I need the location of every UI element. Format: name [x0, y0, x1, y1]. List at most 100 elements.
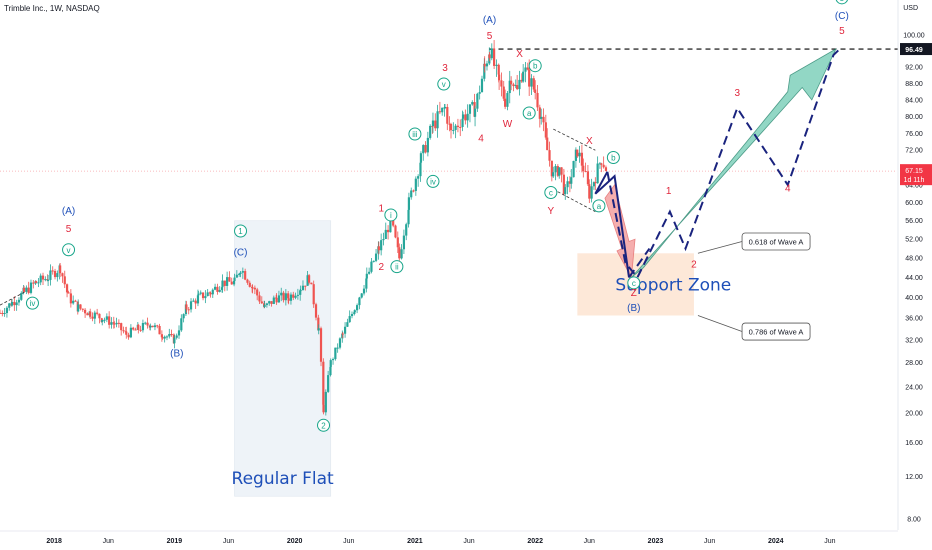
candle-body [471, 102, 474, 105]
callout-label: 0.786 of Wave A [749, 328, 804, 337]
candle-body [84, 309, 87, 314]
candle [244, 268, 247, 281]
candle [22, 285, 26, 293]
callout-box [741, 232, 811, 251]
candle [322, 403, 325, 415]
candle-body [398, 247, 401, 259]
candle-body [510, 80, 513, 85]
candle-body [410, 190, 413, 198]
candle-body [459, 126, 462, 128]
candle [322, 358, 325, 405]
candle [161, 334, 164, 341]
candle-body [146, 322, 149, 326]
candle-body [598, 163, 602, 165]
candle [170, 329, 173, 337]
candle-body [218, 289, 221, 292]
candle [506, 90, 509, 111]
candle-body [265, 303, 268, 305]
candle-body [466, 113, 469, 121]
candle [67, 290, 70, 294]
candle-body [141, 323, 145, 331]
candle-body [417, 176, 420, 179]
candle-body [241, 271, 244, 273]
candle-body [504, 98, 507, 107]
candle [456, 118, 460, 133]
candle [498, 73, 501, 90]
candle [584, 162, 587, 173]
candle-body [280, 292, 283, 296]
price-tick-label: 40.00 [905, 295, 923, 302]
time-tick-label: 2021 [407, 538, 423, 545]
candle-body [536, 92, 539, 108]
candle-body [436, 111, 439, 129]
candle [338, 337, 342, 350]
candle [251, 284, 254, 294]
candle-body [170, 333, 173, 335]
price-tick-label: 92.00 [905, 65, 923, 72]
candle-body [69, 293, 72, 304]
candle-body [89, 311, 92, 317]
candle-body [594, 182, 597, 184]
candle-body [209, 292, 212, 295]
candle [485, 60, 489, 71]
wave-label-circle [835, 0, 849, 5]
candle-body [434, 120, 437, 129]
candle-body [232, 280, 236, 285]
candle-body [223, 280, 226, 286]
candle [590, 178, 593, 203]
candle-body [74, 300, 77, 302]
candle-body [524, 67, 527, 72]
candle [572, 160, 575, 178]
candle [189, 298, 193, 313]
wave-label: (B) [627, 303, 640, 314]
candle [329, 358, 332, 369]
candle-body [289, 294, 293, 301]
candle-body [44, 279, 47, 281]
candle [113, 320, 116, 329]
candle [459, 119, 462, 137]
candle-body [365, 278, 368, 289]
wave-label-circle [592, 199, 606, 213]
candle-body [20, 292, 23, 300]
candle-body [314, 304, 318, 318]
candle-body [317, 317, 320, 331]
callout-pointer [697, 241, 743, 254]
candle-body [304, 285, 307, 287]
candle-body [244, 271, 247, 280]
candle-body [526, 67, 529, 70]
candle-body [485, 63, 489, 67]
candle [380, 233, 383, 256]
candle [25, 285, 28, 295]
candle [426, 131, 429, 157]
candle [510, 76, 513, 91]
time-tick-label: 2022 [527, 538, 543, 545]
candle [158, 323, 161, 335]
candle [514, 79, 517, 89]
candle-body [324, 391, 327, 413]
candle [0, 309, 2, 314]
candle [382, 232, 385, 246]
projection-dashed-start [628, 247, 651, 279]
wave-label-text: 1 [378, 204, 384, 215]
candle-body [59, 265, 62, 274]
candle [502, 80, 505, 102]
candle-body [322, 361, 325, 405]
candle [108, 311, 111, 329]
candle-body [558, 167, 561, 176]
candle-body [506, 93, 509, 107]
wave-label: 1 [234, 224, 248, 238]
candle-body [165, 336, 169, 338]
candle [204, 290, 207, 304]
candle [438, 101, 441, 115]
candle-body [213, 286, 217, 290]
wave-label-circle [317, 418, 331, 432]
last-price-tag [900, 164, 932, 186]
candle [79, 304, 82, 311]
candle [165, 335, 169, 341]
price-tick-label: 16.00 [905, 440, 923, 447]
candle [187, 307, 190, 315]
candle-body [125, 331, 128, 335]
candle [454, 123, 457, 139]
